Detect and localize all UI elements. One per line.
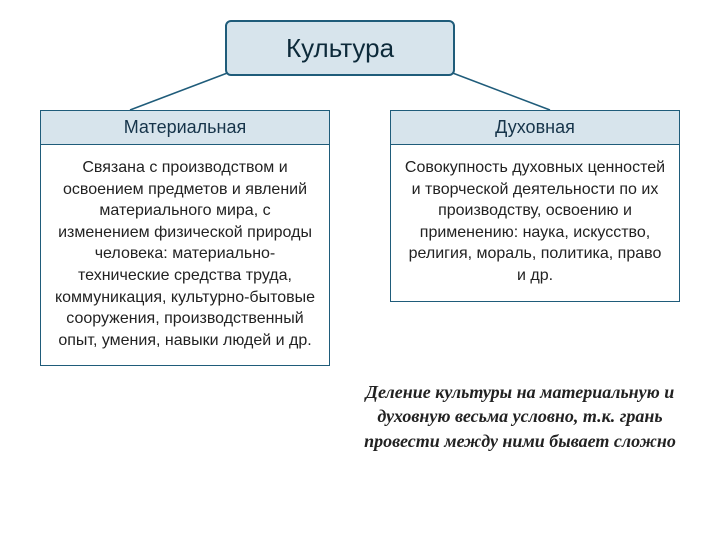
branch-material: Материальная Связана с производством и о… bbox=[40, 110, 330, 366]
connector-left bbox=[130, 72, 230, 110]
branch-spiritual-body: Совокупность духовных ценностей и творче… bbox=[390, 145, 680, 302]
root-label: Культура bbox=[286, 33, 394, 64]
footnote: Деление культуры на материальную и духов… bbox=[350, 380, 690, 453]
branch-spiritual-header: Духовная bbox=[390, 110, 680, 145]
branch-spiritual: Духовная Совокупность духовных ценностей… bbox=[390, 110, 680, 302]
diagram-canvas: Культура Материальная Связана с производ… bbox=[0, 0, 720, 540]
branch-material-header: Материальная bbox=[40, 110, 330, 145]
connector-right bbox=[450, 72, 550, 110]
branch-material-body: Связана с производством и освоением пред… bbox=[40, 145, 330, 366]
root-node: Культура bbox=[225, 20, 455, 76]
